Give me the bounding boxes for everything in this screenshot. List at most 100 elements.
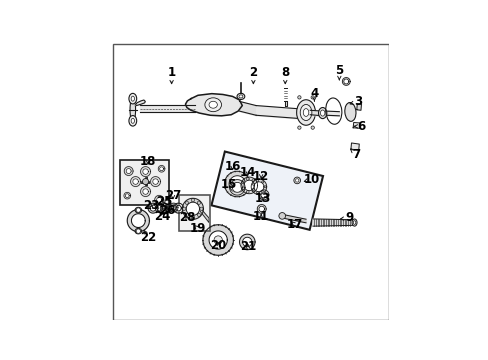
Polygon shape	[159, 167, 163, 171]
Polygon shape	[124, 167, 133, 175]
Ellipse shape	[204, 98, 221, 112]
Ellipse shape	[135, 228, 142, 234]
Polygon shape	[228, 176, 245, 192]
Ellipse shape	[208, 101, 217, 108]
Text: 6: 6	[357, 120, 365, 133]
Polygon shape	[175, 205, 181, 211]
Circle shape	[297, 96, 301, 99]
Text: 14: 14	[239, 166, 256, 179]
Bar	[120, 159, 168, 205]
Bar	[178, 195, 210, 231]
Circle shape	[200, 207, 203, 211]
Text: 26: 26	[159, 204, 175, 217]
Polygon shape	[186, 202, 199, 215]
Polygon shape	[162, 205, 167, 211]
Polygon shape	[157, 205, 162, 211]
Circle shape	[185, 201, 188, 204]
Polygon shape	[142, 189, 148, 194]
Polygon shape	[140, 167, 150, 177]
Polygon shape	[260, 192, 266, 198]
Ellipse shape	[300, 104, 311, 121]
Circle shape	[197, 213, 200, 216]
Circle shape	[256, 192, 258, 194]
Polygon shape	[169, 203, 178, 212]
Polygon shape	[239, 234, 255, 250]
Circle shape	[264, 186, 265, 188]
Circle shape	[251, 179, 254, 181]
Circle shape	[295, 179, 298, 182]
Polygon shape	[125, 194, 129, 198]
Polygon shape	[166, 206, 172, 211]
Circle shape	[252, 183, 254, 185]
Polygon shape	[185, 94, 242, 116]
Polygon shape	[155, 204, 164, 212]
Polygon shape	[199, 207, 208, 222]
Text: 24: 24	[153, 210, 170, 223]
Circle shape	[242, 187, 244, 190]
Text: 9: 9	[344, 211, 352, 224]
Circle shape	[197, 201, 200, 204]
Text: 12: 12	[252, 170, 269, 183]
Ellipse shape	[303, 109, 308, 116]
Polygon shape	[251, 179, 266, 194]
Polygon shape	[203, 225, 233, 255]
Text: 28: 28	[178, 211, 195, 224]
Polygon shape	[133, 179, 138, 184]
Ellipse shape	[353, 221, 355, 224]
Text: 22: 22	[140, 231, 156, 244]
Circle shape	[254, 184, 257, 187]
Text: 21: 21	[239, 240, 255, 253]
Polygon shape	[148, 203, 158, 213]
Polygon shape	[173, 203, 183, 213]
Text: 10: 10	[303, 172, 319, 185]
Text: 17: 17	[286, 218, 303, 231]
Polygon shape	[150, 177, 160, 186]
Text: 3: 3	[354, 95, 362, 108]
Circle shape	[185, 213, 188, 216]
Text: 13: 13	[254, 192, 271, 205]
Polygon shape	[352, 122, 360, 128]
Ellipse shape	[344, 103, 355, 121]
Text: 16: 16	[224, 160, 240, 173]
Polygon shape	[126, 168, 131, 174]
Ellipse shape	[131, 118, 134, 123]
Polygon shape	[150, 205, 156, 211]
Polygon shape	[232, 183, 242, 192]
Polygon shape	[242, 237, 251, 247]
Polygon shape	[135, 100, 145, 105]
Polygon shape	[152, 179, 158, 184]
Polygon shape	[140, 186, 150, 197]
Text: 5: 5	[334, 64, 343, 77]
Circle shape	[252, 188, 254, 190]
Circle shape	[242, 181, 244, 184]
Circle shape	[293, 177, 300, 184]
Polygon shape	[253, 182, 264, 192]
Polygon shape	[142, 169, 148, 174]
Polygon shape	[257, 204, 265, 213]
Polygon shape	[165, 204, 173, 212]
Polygon shape	[156, 197, 162, 202]
Text: 19: 19	[189, 222, 206, 235]
Text: 18: 18	[140, 154, 156, 167]
Circle shape	[142, 179, 148, 185]
Circle shape	[310, 126, 314, 129]
Text: 4: 4	[309, 87, 318, 100]
Polygon shape	[343, 79, 348, 84]
Polygon shape	[170, 205, 176, 210]
Circle shape	[278, 212, 285, 219]
Circle shape	[191, 199, 194, 202]
Polygon shape	[183, 204, 197, 212]
Text: 15: 15	[220, 178, 236, 191]
Text: 20: 20	[210, 239, 226, 252]
Circle shape	[310, 96, 314, 99]
Polygon shape	[259, 190, 268, 200]
Polygon shape	[123, 192, 130, 199]
Polygon shape	[342, 77, 349, 85]
Circle shape	[246, 177, 248, 180]
Ellipse shape	[351, 219, 356, 226]
Circle shape	[297, 126, 301, 129]
Ellipse shape	[129, 93, 137, 104]
Polygon shape	[224, 171, 249, 197]
Polygon shape	[350, 143, 359, 150]
Bar	[211, 152, 323, 230]
